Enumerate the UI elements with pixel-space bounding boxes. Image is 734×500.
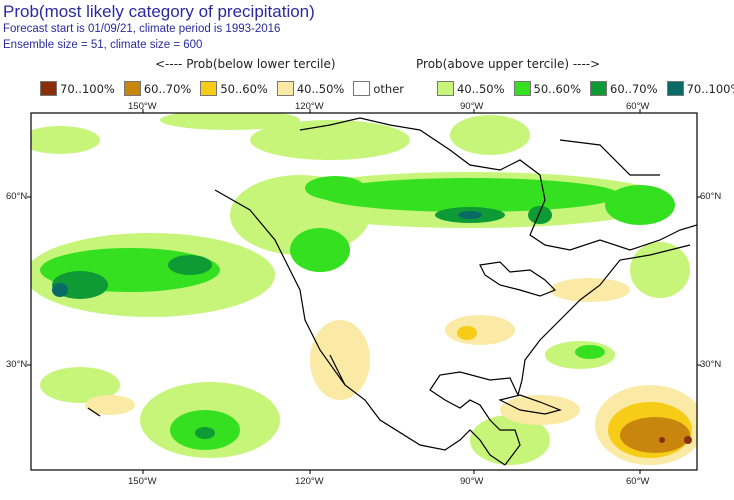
lat-label-right: 30°N [700,359,722,370]
legend-item: 40..50% [437,81,505,96]
lon-label-bottom: 60°W [626,476,650,487]
map-frame [30,112,698,471]
legend-label: other [373,81,405,96]
legend-swatch [123,81,141,96]
lat-label-left: 30°N [6,359,28,370]
legend-item: 50..60% [513,81,582,96]
legend-item: 40..50% [276,81,345,96]
lat-label-right: 60°N [700,191,722,202]
legend-item: 70..100% [40,81,115,96]
legend-swatch [276,81,294,96]
legend-label: 70..100% [686,81,734,96]
axis-ticks [27,109,701,474]
legend-swatch [40,81,57,96]
lon-label-top: 90°W [460,101,484,112]
lon-label-bottom: 150°W [128,476,157,487]
subtitle-forecast: Forecast start is 01/09/21, climate peri… [3,23,281,35]
legend-label: 40..50% [296,81,345,96]
legend-label: 60..70% [610,81,658,96]
legend-item: 60..70% [123,81,192,96]
legend-swatch [590,81,608,96]
legend-item: 70..100% [666,81,734,96]
subtitle-ensemble: Ensemble size = 51, climate size = 600 [3,39,203,51]
legend-swatch [200,81,218,96]
below-tercile-header: <---- Prob(below lower tercile) [155,57,336,71]
legend-swatch [437,81,455,96]
lon-label-top: 150°W [128,101,157,112]
lon-label-top: 120°W [295,101,324,112]
legend-label: 40..50% [457,81,505,96]
legend-label: 70..100% [60,81,115,96]
legend-item: 60..70% [590,81,658,96]
legend: 70..100% 60..70% 50..60% 40..50% other 4… [40,81,734,96]
coastlines [87,117,697,466]
map-title: Prob(most likely category of precipitati… [3,2,315,21]
legend-label: 50..60% [220,81,268,96]
lat-label-left: 60°N [6,191,28,202]
probability-field [31,113,697,466]
lon-label-top: 60°W [626,101,650,112]
above-tercile-header: Prob(above upper tercile) ----> [416,57,601,71]
lon-label-bottom: 120°W [295,476,324,487]
legend-swatch [353,81,371,96]
legend-label: 50..60% [533,81,582,96]
legend-item: other [353,81,404,96]
lon-label-bottom: 90°W [460,476,484,487]
legend-item: 50..60% [200,81,268,96]
legend-swatch [513,81,531,96]
legend-swatch [666,81,684,96]
legend-label: 60..70% [143,81,192,96]
